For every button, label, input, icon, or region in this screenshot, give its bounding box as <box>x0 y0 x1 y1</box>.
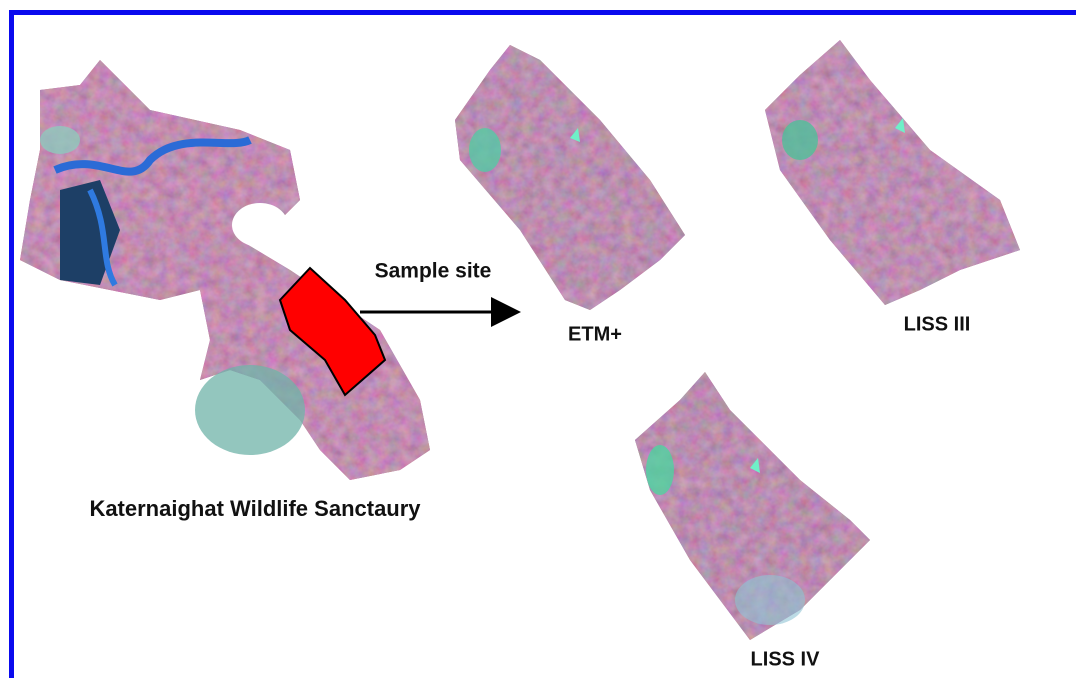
liss3-image <box>765 40 1020 305</box>
liss4-image <box>635 372 870 640</box>
liss3-label: LISS III <box>904 313 971 335</box>
etm-label: ETM+ <box>568 323 622 345</box>
frame-left <box>9 10 14 678</box>
frame-top <box>9 10 1076 15</box>
figure: Katernaighat Wildlife Sanctaury Sample s… <box>0 0 1076 678</box>
main-map-label: Katernaighat Wildlife Sanctaury <box>89 496 421 521</box>
liss4-label: LISS IV <box>751 648 821 670</box>
arrow-label: Sample site <box>375 260 492 283</box>
main-map <box>20 60 430 480</box>
